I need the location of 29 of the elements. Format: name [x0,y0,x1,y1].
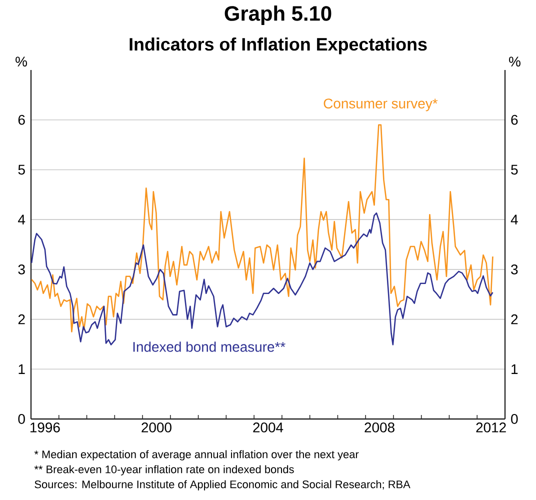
line-series [30,124,494,332]
y-tick-label: 5 [18,164,25,175]
x-tick-label: 2000 [142,422,172,432]
y-tick-label: 3 [18,264,25,274]
source-note: Sources: Melbourne Institute of Applied Economic and Social Research; RBA [34,480,410,490]
y-tick-label: 2 [18,314,25,324]
y2-tick-label: 0 [511,414,518,424]
chart-title: Graph 5.10 [224,6,332,26]
text: * Median expectation of average annual inflation over the next year [34,450,359,460]
series-label: Consumer survey* [324,98,438,112]
y-tick-label: 1 [18,364,25,374]
x-tick-label: 1996 [30,422,60,432]
y2-tick-label: 6 [511,114,518,125]
x-tick-label: 2004 [253,422,284,432]
y2-axis-title: % [509,56,520,66]
y2-tick-label: 3 [511,264,518,274]
y2-tick-label: 4 [510,214,518,224]
series-label: Indexed bond measure** [133,342,286,352]
y2-tick-label: 5 [511,164,518,175]
y-axis-title: % [16,56,27,66]
y2-tick-label: 1 [512,364,518,374]
y-tick-label: 6 [18,114,25,125]
y-tick-label: 4 [18,214,26,224]
y-tick-label: 0 [18,414,25,424]
y2-tick-label: 2 [511,314,518,324]
x-tick-label: 2012 [476,422,506,432]
x-tick-label: 2008 [364,422,394,432]
text: ** Break-even 10-year inflation rate on indexed bonds [34,465,294,476]
chart-subtitle: Indicators of Inflation Expectations [130,38,427,54]
